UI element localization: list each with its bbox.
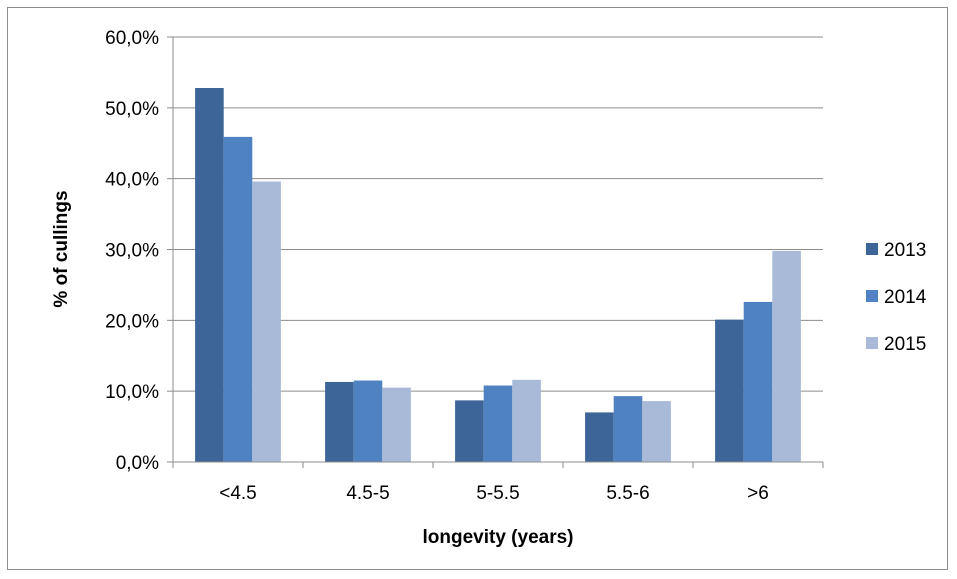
y-tick-label: 60,0% [105, 28, 159, 49]
bar-2015-2 [512, 379, 541, 462]
legend-label-2015: 2015 [884, 334, 926, 355]
bar-2013-2 [455, 400, 484, 462]
legend-swatch-2013 [866, 243, 878, 255]
y-tick-labels: 0,0% 10,0% 20,0% 30,0% 40,0% 50,0% 60,0% [105, 28, 159, 474]
y-axis-title: % of cullings [51, 190, 72, 307]
bar-2014-4 [743, 301, 773, 462]
bar-2015-4 [772, 250, 801, 462]
x-axis-title: longevity (years) [423, 527, 574, 548]
axes [172, 37, 824, 468]
legend: 2013 2014 2015 [866, 240, 927, 355]
x-tick-label: 5.5-6 [606, 483, 649, 504]
bar-2014-2 [483, 385, 513, 462]
y-tick-label: 30,0% [105, 241, 159, 262]
legend-label-2014: 2014 [884, 287, 927, 308]
bar-2013-3 [585, 412, 614, 462]
bar-2014-3 [613, 396, 643, 462]
x-tick-labels: <4.5 4.5-5 5-5.5 5.5-6 >6 [219, 483, 769, 504]
legend-label-2013: 2013 [884, 240, 926, 261]
bar-2013-0 [195, 88, 224, 462]
bar-2015-3 [642, 401, 671, 462]
legend-swatch-2014 [866, 290, 878, 302]
x-tick-label: 4.5-5 [346, 483, 389, 504]
bar-2015-1 [382, 387, 411, 462]
bar-2014-1 [353, 380, 383, 462]
y-tick-label: 20,0% [105, 311, 159, 332]
gridlines [167, 36, 823, 463]
x-tick-label: <4.5 [219, 483, 257, 504]
y-tick-label: 50,0% [105, 99, 159, 120]
legend-swatch-2015 [866, 337, 878, 349]
y-tick-label: 40,0% [105, 170, 159, 191]
bar-2013-4 [715, 319, 744, 462]
bar-2013-1 [325, 381, 354, 462]
x-tick-label: 5-5.5 [476, 483, 519, 504]
bars [195, 88, 801, 462]
bar-2014-0 [223, 136, 253, 462]
y-tick-label: 10,0% [105, 382, 159, 403]
bar-2015-0 [252, 181, 281, 462]
x-tick-label: >6 [747, 483, 769, 504]
y-tick-label: 0,0% [116, 453, 159, 474]
